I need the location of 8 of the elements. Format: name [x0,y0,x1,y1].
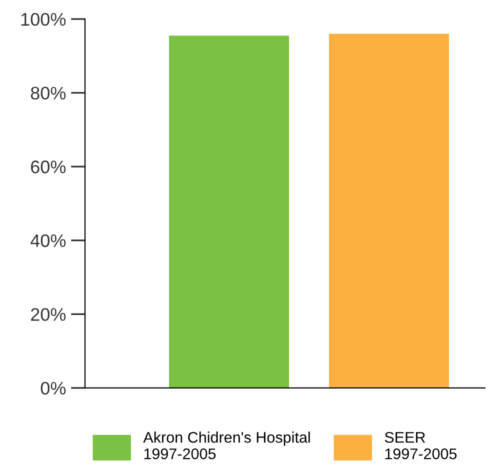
legend-label: Akron Chidren's Hospital 1997-2005 [143,432,310,460]
y-tick-label: 100% [21,12,66,26]
y-tick-label: 80% [30,86,66,100]
legend-label: SEER 1997-2005 [384,432,457,460]
y-tick-label: 60% [31,160,66,174]
y-tick-label: 40% [30,234,66,248]
y-tick-label: 0% [40,382,66,395]
y-tick-label: 20% [31,308,66,321]
